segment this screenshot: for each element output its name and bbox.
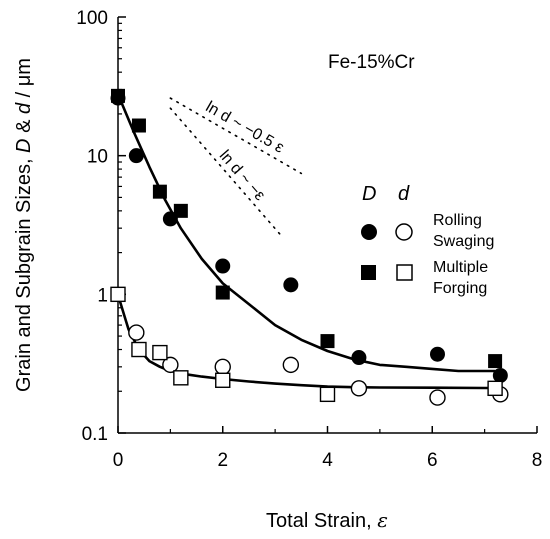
slope-guide-label: ln d ~ −ε <box>216 147 269 204</box>
filled-circle-point <box>215 258 231 274</box>
legend-entry-2-line2: Forging <box>433 280 487 297</box>
x-tick-label: 6 <box>427 450 438 471</box>
fit-curve <box>116 294 496 390</box>
legend-entry-1-line1: Rolling <box>433 212 482 229</box>
open-square-point <box>173 370 189 386</box>
open-square-point <box>215 372 231 388</box>
legend-head-d: d <box>398 183 410 205</box>
x-tick-label: 0 <box>113 450 124 471</box>
filled-square-point <box>111 88 125 103</box>
open-circle-point <box>162 356 179 374</box>
slope-guide-line <box>169 107 282 236</box>
x-tick-label: 4 <box>322 450 333 471</box>
open-circle-point <box>214 358 231 376</box>
legend-entry-2-line1: Multiple <box>433 259 488 276</box>
filled-square-point <box>152 184 167 199</box>
legend-marker-filled-square <box>361 265 376 280</box>
filled-circle-point <box>128 148 144 164</box>
legend-marker-open-circle <box>395 223 413 241</box>
slope-guides: ln d ~ −0.5 εln d ~ −ε <box>169 97 303 236</box>
filled-circle-point <box>429 346 445 362</box>
data-points <box>110 88 509 406</box>
open-circle-point <box>128 324 145 341</box>
y-tick-label: 1 <box>97 285 108 306</box>
legend-marker-open-square <box>396 264 413 281</box>
slope-guide-label: ln d ~ −0.5 ε <box>203 99 287 157</box>
filled-circle-point <box>351 350 367 366</box>
slope-guide-line <box>169 97 303 175</box>
legend-marker-filled-circle <box>361 224 377 240</box>
x-axis-title: Total Strain, ε <box>266 508 388 532</box>
x-tick-label: 2 <box>217 450 228 471</box>
y-tick-label: 10 <box>87 147 108 168</box>
filled-square-point <box>320 334 335 349</box>
legend-head-D: D <box>362 183 376 205</box>
y-axis-title: Grain and Subgrain Sizes, D & d / μm <box>13 58 35 392</box>
filled-square-point <box>488 354 503 369</box>
open-circle-point <box>282 356 300 374</box>
filled-square-point <box>173 203 188 218</box>
open-square-point <box>131 341 147 358</box>
annotation-label: Fe-15%Cr <box>328 52 415 73</box>
open-square-point <box>110 286 126 303</box>
open-square-point <box>487 380 503 397</box>
legend: D d Rolling Swaging Multiple Forging <box>361 183 494 297</box>
filled-square-point <box>131 118 146 133</box>
open-circle-point <box>429 389 446 406</box>
legend-entry-1-line2: Swaging <box>433 233 494 250</box>
y-tick-label: 100 <box>76 8 108 29</box>
y-tick-label: 0.1 <box>82 424 108 445</box>
filled-circle-point <box>283 277 299 293</box>
filled-circle-point <box>492 367 508 383</box>
open-square-point <box>152 344 168 361</box>
open-circle-point <box>350 380 368 397</box>
open-square-point <box>319 386 336 403</box>
tick-labels: 0 2 4 6 8 0.1 1 10 100 <box>76 8 542 471</box>
x-tick-label: 8 <box>532 450 543 471</box>
filled-square-point <box>215 285 230 300</box>
axis-ticks <box>117 16 538 434</box>
